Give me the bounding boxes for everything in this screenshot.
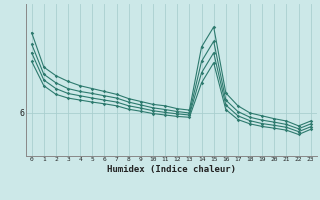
X-axis label: Humidex (Indice chaleur): Humidex (Indice chaleur) [107,165,236,174]
